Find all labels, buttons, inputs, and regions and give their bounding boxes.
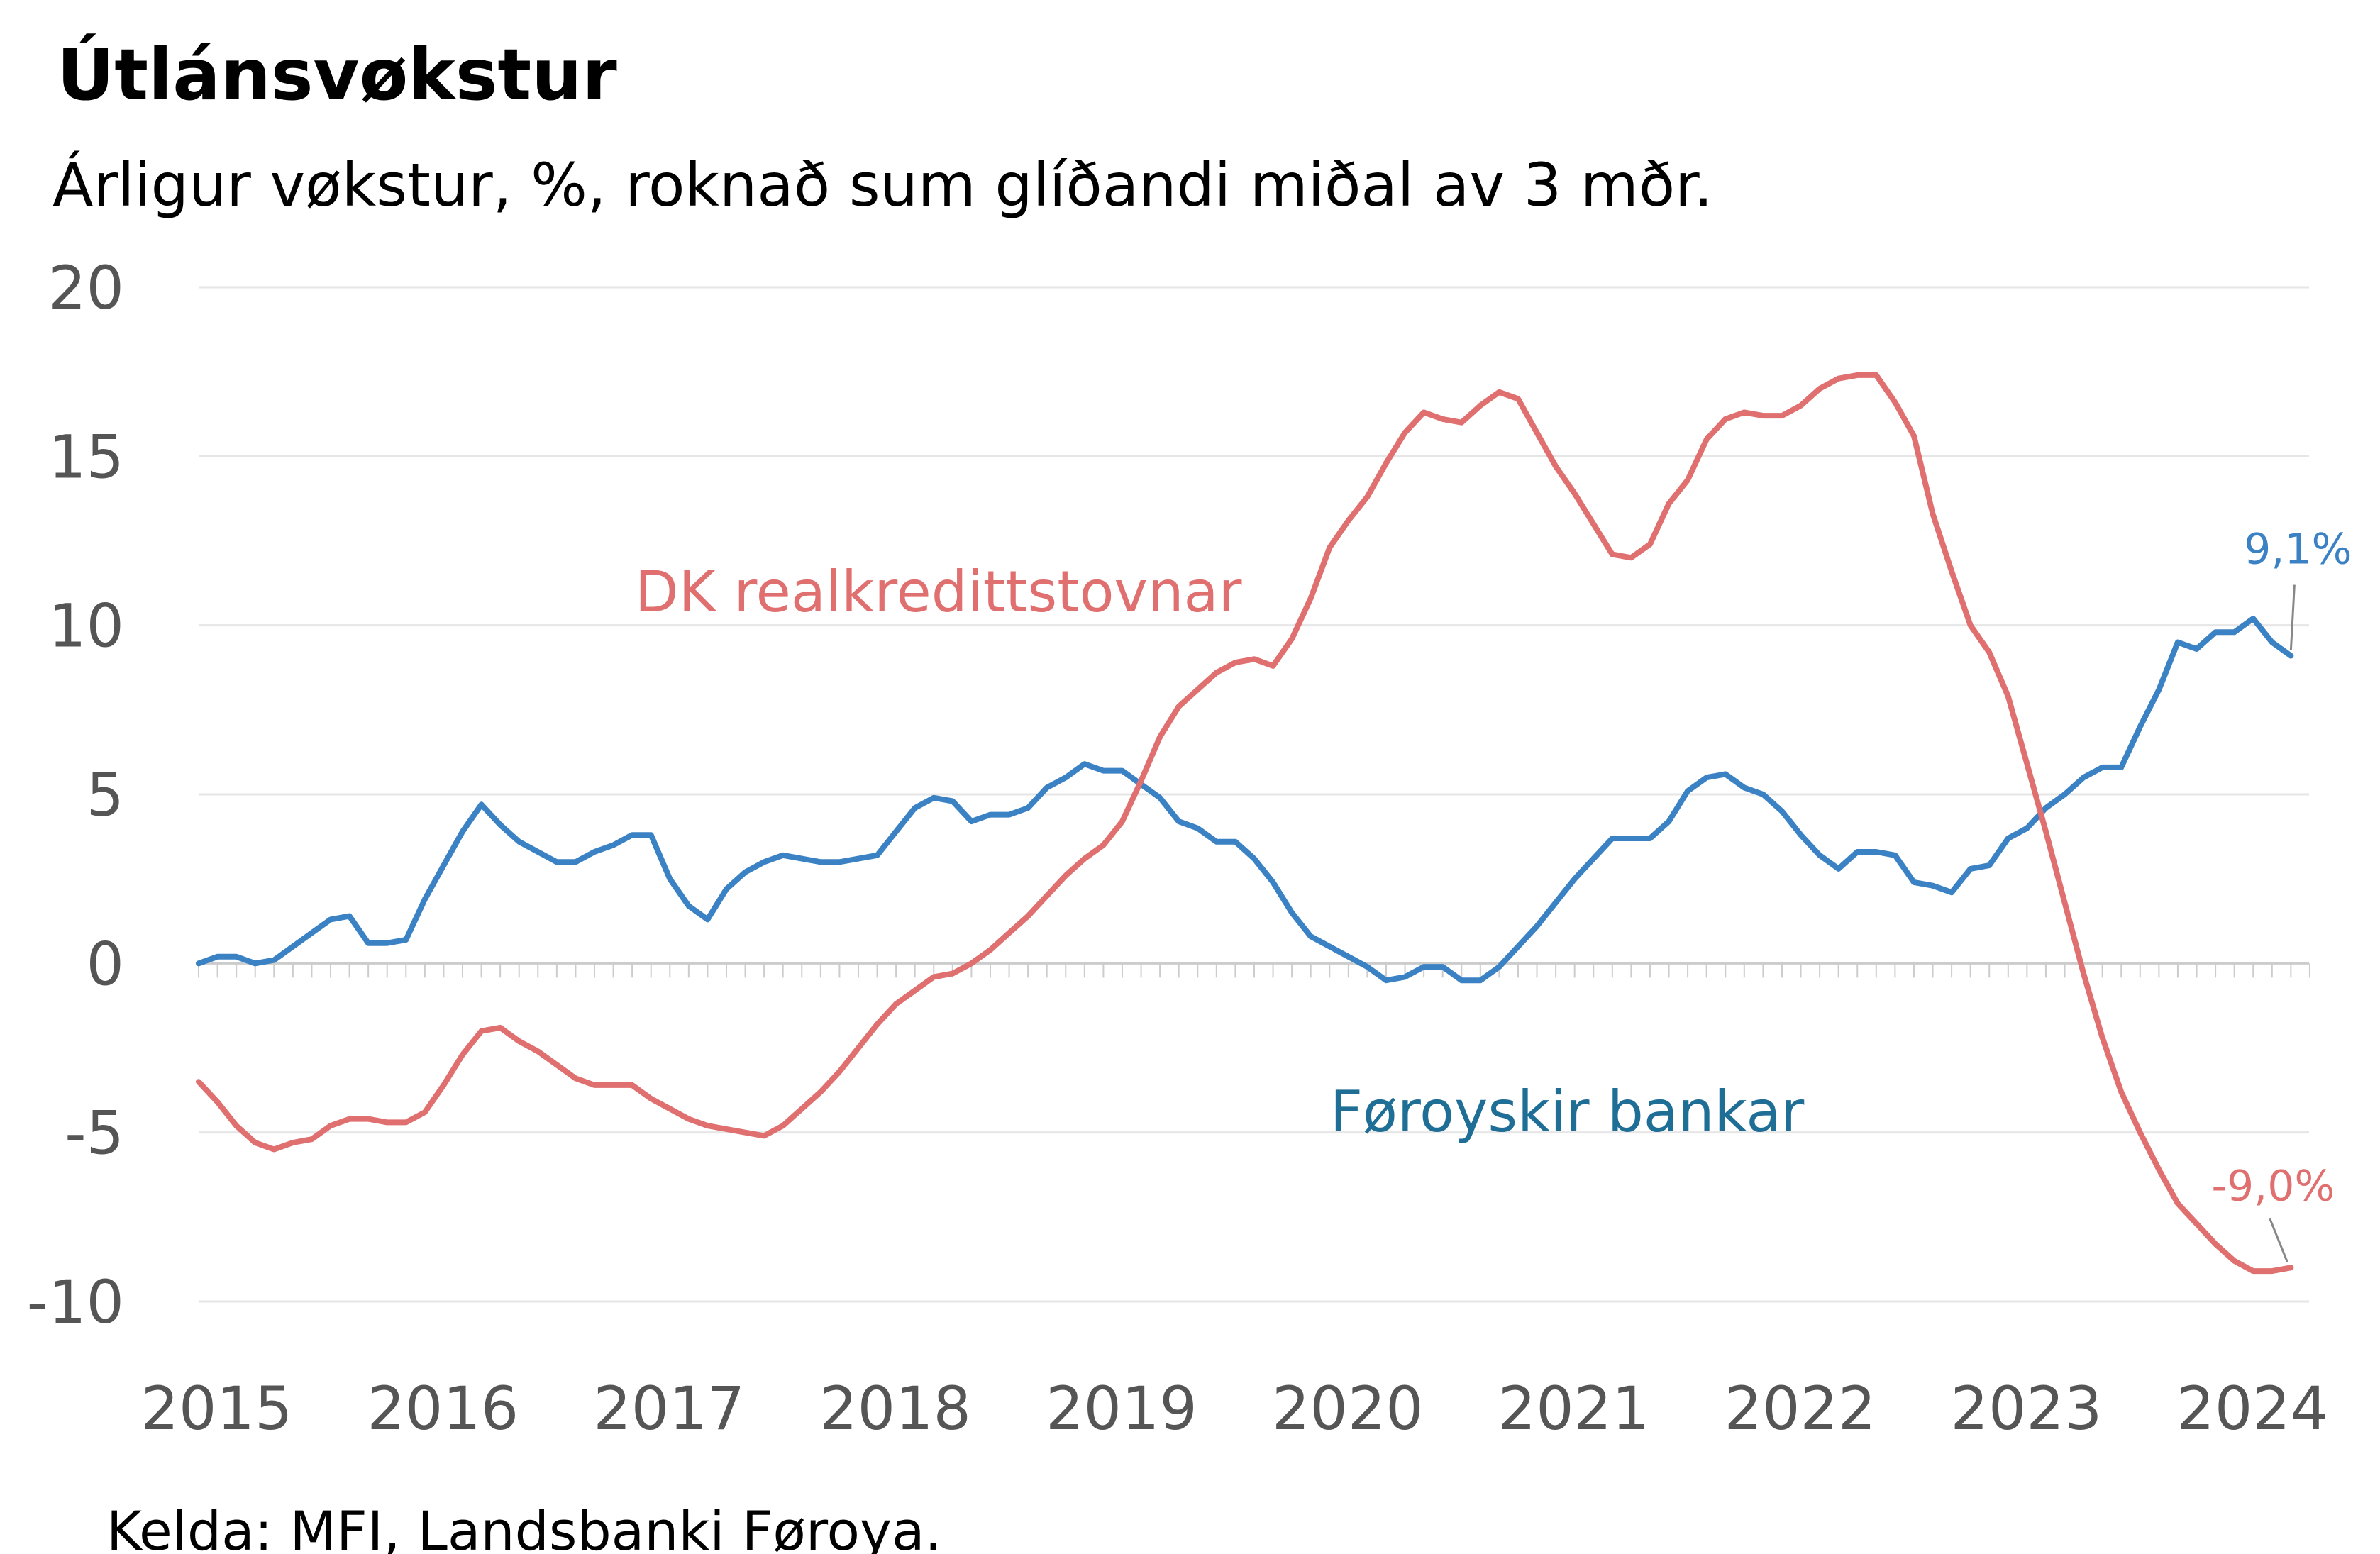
x-tick-label-2019: 2019 <box>1046 1374 1197 1443</box>
chart-title: Útlánsvøkstur <box>57 33 617 116</box>
x-tick-label-2020: 2020 <box>1272 1374 1424 1443</box>
y-tick-label-1: -5 <box>65 1099 124 1168</box>
end-label-leader-dk <box>2268 1217 2288 1262</box>
x-tick-label-2024: 2024 <box>2176 1374 2328 1443</box>
series-lines <box>196 372 2294 1275</box>
y-tick-label-6: 20 <box>48 253 124 323</box>
x-tick-label-2021: 2021 <box>1498 1374 1650 1443</box>
y-tick-label-4: 10 <box>48 592 124 661</box>
x-axis-tick-labels: 2015 2016 2017 2018 2019 2020 2021 2022 2023 2024 <box>141 1374 2329 1443</box>
x-tick-label-2015: 2015 <box>141 1374 293 1443</box>
y-tick-label-2: 0 <box>87 929 124 999</box>
x-tick-label-2022: 2022 <box>1725 1374 1876 1443</box>
series-line-0 <box>196 616 2294 984</box>
end-label-leader-foroyskir <box>2289 584 2296 650</box>
y-tick-label-3: 5 <box>87 760 124 830</box>
y-tick-label-5: 15 <box>48 422 124 492</box>
series-label-dk-realkredittstovnar: DK realkredittstovnar <box>635 559 1242 625</box>
x-tick-label-2018: 2018 <box>819 1374 971 1443</box>
chart-source: Kelda: MFI, Landsbanki Føroya. <box>106 1499 942 1554</box>
end-label-dk-realkredittstovnar: -9,0% <box>2211 1161 2335 1211</box>
series-label-foroyskir-bankar: Føroyskir bankar <box>1330 1079 1804 1145</box>
series-line-1 <box>196 372 2294 1275</box>
x-tick-label-2017: 2017 <box>593 1374 745 1443</box>
y-axis-tick-labels: -10 -5 0 5 10 15 20 <box>27 253 124 1337</box>
grid-lines <box>199 286 2309 1303</box>
end-label-foroyskir-bankar: 9,1% <box>2244 525 2352 575</box>
x-tick-label-2016: 2016 <box>367 1374 519 1443</box>
x-axis <box>198 962 2310 978</box>
x-tick-label-2023: 2023 <box>1951 1374 2103 1443</box>
y-tick-label-0: -10 <box>27 1267 124 1337</box>
chart-subtitle: Árligur vøkstur, %, roknað sum glíðandi … <box>52 150 1713 220</box>
